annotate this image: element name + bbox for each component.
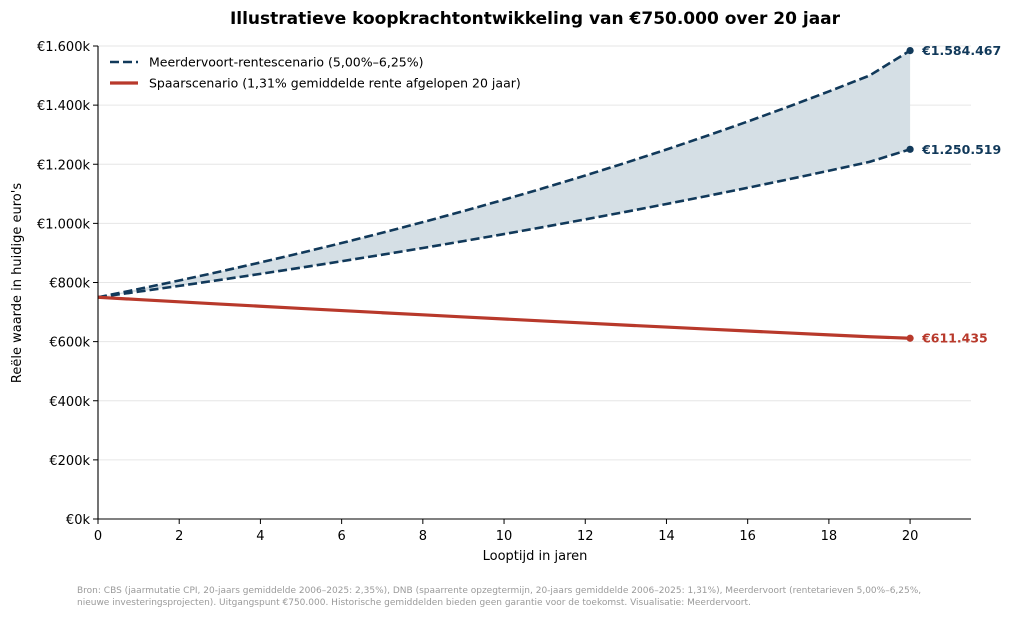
end-point-marker xyxy=(906,46,914,55)
legend-label: Spaarscenario (1,31% gemiddelde rente af… xyxy=(149,76,521,91)
x-tick-label: 4 xyxy=(256,529,264,544)
y-tick-label: €400k xyxy=(49,395,90,410)
x-tick-label: 14 xyxy=(658,529,675,544)
y-tick-label: €200k xyxy=(49,454,90,469)
source-note-line: Bron: CBS (jaarmutatie CPI, 20-jaars gem… xyxy=(77,586,922,596)
y-tick-label: €600k xyxy=(49,336,90,351)
end-value-label: €1.584.467 xyxy=(921,43,1001,58)
x-axis-label: Looptijd in jaren xyxy=(483,549,588,564)
x-axis-ticks: 0 2 4 6 8 10 12 14 16 18 20 xyxy=(94,519,919,544)
x-tick-label: 18 xyxy=(821,529,838,544)
y-tick-label: €1.400k xyxy=(37,99,90,114)
legend: Meerdervoort-rentescenario (5,00%–6,25%)… xyxy=(110,55,521,91)
end-labels: €1.584.467 €1.250.519 €611.435 xyxy=(906,43,1001,346)
scenario-band xyxy=(98,50,911,298)
y-tick-label: €0k xyxy=(66,513,91,528)
series-lines xyxy=(97,49,911,340)
meerdervoort-band xyxy=(98,50,911,298)
end-point-marker xyxy=(906,334,914,342)
x-tick-label: 2 xyxy=(175,529,183,544)
legend-label: Meerdervoort-rentescenario (5,00%–6,25%) xyxy=(149,55,423,70)
series-line-meerdervoort-laag xyxy=(97,148,911,299)
x-tick-label: 20 xyxy=(902,529,919,544)
source-note: Bron: CBS (jaarmutatie CPI, 20-jaars gem… xyxy=(77,585,1017,609)
y-axis-label: Reële waarde in huidige euro's xyxy=(10,183,25,383)
y-tick-label: €1.600k xyxy=(37,40,90,55)
x-tick-label: 6 xyxy=(337,529,345,544)
end-point-marker xyxy=(906,145,914,153)
y-tick-label: €1.000k xyxy=(37,217,90,232)
y-axis-ticks: €0k €200k €400k €600k €800k €1.000k €1.200k €1.… xyxy=(37,40,98,528)
end-value-label: €1.250.519 xyxy=(921,142,1001,157)
x-tick-label: 8 xyxy=(419,529,427,544)
x-tick-label: 0 xyxy=(94,529,102,544)
series-line-meerdervoort-hoog xyxy=(97,49,911,299)
chart-title: Illustratieve koopkrachtontwikkeling van… xyxy=(230,9,841,29)
series-line-spaarscenario xyxy=(97,295,911,340)
end-value-label: €611.435 xyxy=(921,331,988,346)
x-tick-label: 10 xyxy=(496,529,513,544)
y-tick-label: €1.200k xyxy=(37,158,90,173)
x-tick-label: 16 xyxy=(739,529,756,544)
x-tick-label: 12 xyxy=(577,529,594,544)
source-note-line: nieuwe investeringsprojecten). Uitgangsp… xyxy=(77,598,751,608)
y-tick-label: €800k xyxy=(49,277,90,292)
